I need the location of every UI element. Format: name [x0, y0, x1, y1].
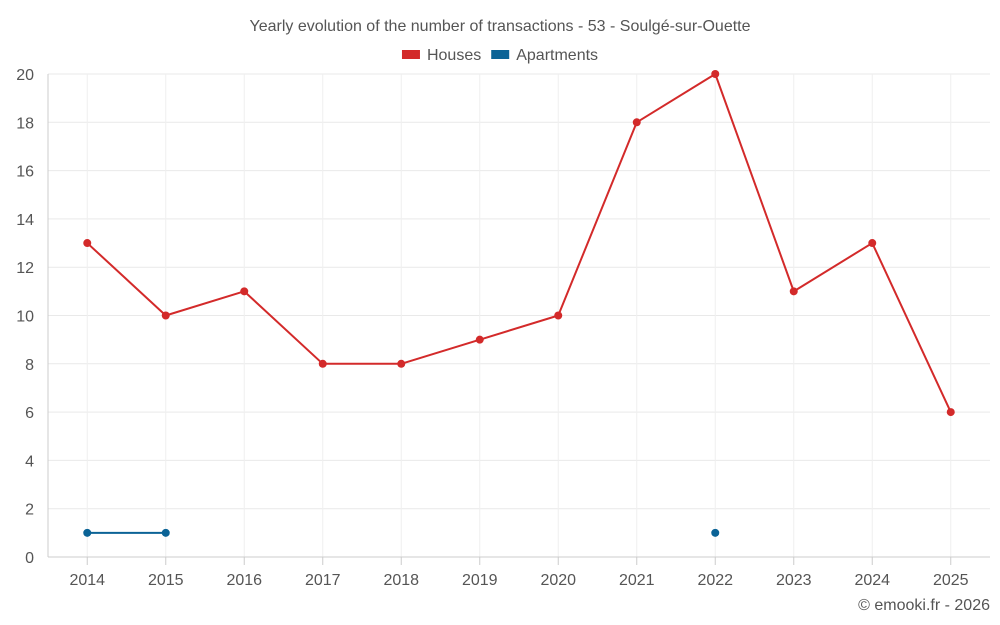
- legend-item-apartments[interactable]: Apartments: [491, 47, 598, 64]
- legend-item-houses[interactable]: Houses: [401, 47, 481, 64]
- legend-swatch: [491, 50, 510, 59]
- x-tick-label: 2016: [226, 572, 262, 589]
- legend: Houses Apartments: [401, 47, 598, 64]
- y-tick-label: 0: [25, 550, 34, 567]
- x-tick-label: 2017: [305, 572, 341, 589]
- x-tick-label: 2023: [776, 572, 812, 589]
- x-tick-label: 2021: [619, 572, 655, 589]
- data-point-houses[interactable]: [632, 118, 641, 127]
- legend-swatch: [401, 50, 420, 59]
- y-tick-label: 18: [16, 115, 34, 132]
- x-tick-label: 2024: [854, 572, 890, 589]
- legend-label: Apartments: [516, 47, 598, 64]
- x-tick-label: 2020: [540, 572, 576, 589]
- grid: [48, 73, 990, 557]
- y-tick-label: 14: [16, 212, 34, 229]
- x-tick-label: 2025: [933, 572, 969, 589]
- x-tick-label: 2014: [69, 572, 105, 589]
- x-tick-label: 2022: [697, 572, 733, 589]
- y-tick-label: 10: [16, 309, 34, 326]
- data-point-apartments[interactable]: [161, 528, 170, 537]
- series-houses: [83, 70, 955, 417]
- data-point-apartments[interactable]: [83, 528, 92, 537]
- y-tick-label: 12: [16, 260, 34, 277]
- data-point-houses[interactable]: [868, 239, 877, 248]
- data-point-houses[interactable]: [161, 311, 170, 320]
- y-tick-label: 2: [25, 502, 34, 519]
- x-tick-label: 2015: [148, 572, 184, 589]
- data-point-houses[interactable]: [83, 239, 92, 248]
- y-tick-label: 8: [25, 357, 34, 374]
- x-tick-label: 2019: [462, 572, 498, 589]
- axes: 0 2 4 6 8 10 12 14 16 18 20 2014 2015 2016 2017 2018 201…: [16, 67, 990, 589]
- data-point-houses[interactable]: [475, 335, 484, 344]
- y-tick-label: 16: [16, 164, 34, 181]
- data-point-houses[interactable]: [318, 359, 327, 368]
- data-point-houses[interactable]: [240, 287, 249, 296]
- legend-label: Houses: [427, 47, 481, 64]
- data-point-houses[interactable]: [946, 408, 955, 417]
- data-point-apartments[interactable]: [711, 528, 720, 537]
- series-layer: [83, 70, 955, 537]
- series-line-houses: [86, 73, 952, 413]
- data-point-houses[interactable]: [397, 359, 406, 368]
- data-point-houses[interactable]: [789, 287, 798, 296]
- series-apartments: [83, 528, 720, 537]
- y-tick-label: 20: [16, 67, 34, 84]
- chart-title: Yearly evolution of the number of transa…: [249, 18, 750, 35]
- data-point-houses[interactable]: [554, 311, 563, 320]
- y-tick-label: 4: [25, 453, 34, 470]
- data-point-houses[interactable]: [711, 70, 720, 78]
- credit-text: © emooki.fr - 2026: [858, 597, 990, 614]
- x-tick-label: 2018: [383, 572, 419, 589]
- y-tick-label: 6: [25, 405, 34, 422]
